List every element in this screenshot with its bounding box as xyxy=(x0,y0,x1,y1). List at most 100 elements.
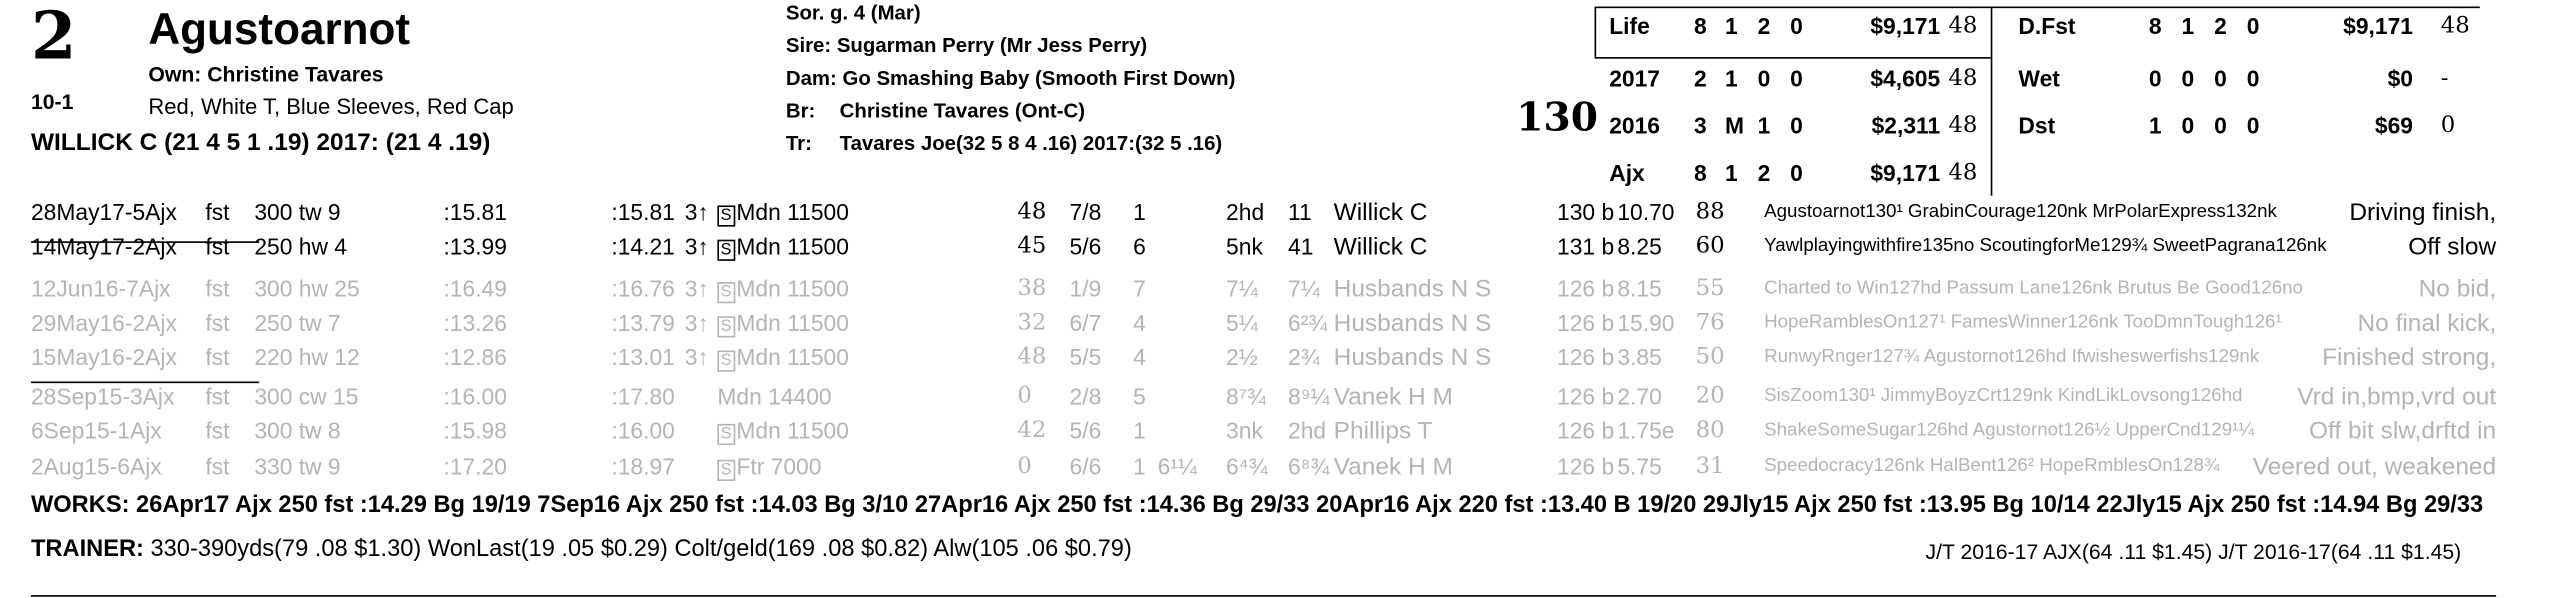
post-position: 5/6 xyxy=(1069,233,1102,260)
works-text: 26Apr17 Ajx 250 fst :14.29 Bg 19/19 7Sep… xyxy=(136,492,2484,519)
start-position: 1 xyxy=(1133,417,1146,444)
call-2: 7¼ xyxy=(1226,275,1258,302)
fraction-2: :18.97 xyxy=(611,453,675,480)
fraction-2: :16.00 xyxy=(611,417,675,444)
stat-starts: 2 xyxy=(1693,65,1707,92)
company-line: HopeRamblesOn127¹ FamesWinner126nk TooDm… xyxy=(1764,313,2282,333)
statebred-icon: S xyxy=(717,282,735,304)
odds: 15.90 xyxy=(1617,309,1675,336)
race-class-text: Mdn 11500 xyxy=(736,275,849,302)
trip-comment: Veered out, weakened xyxy=(2252,453,2497,481)
speed-figure: 0 xyxy=(1017,383,1032,410)
company-line: SisZoom130¹ JimmyBoyzCrt129nk KindLikLov… xyxy=(1764,386,2243,406)
speed-figure: 0 xyxy=(1017,453,1032,480)
call-2: 8⁷¾ xyxy=(1226,383,1267,410)
race-row: 14May17-2Ajx fst 250 hw 4:13.99:14.21 3↑ 45 5… xyxy=(0,233,2550,262)
race-class-text: Mdn 11500 xyxy=(736,417,849,444)
odds: 10.70 xyxy=(1617,198,1675,225)
fraction-1: :15.81 xyxy=(443,198,507,225)
sire: Sire: Sugarman Perry (Mr Jess Perry) xyxy=(785,34,1148,58)
stat-wins: M xyxy=(1724,112,1744,139)
bsf: 55 xyxy=(1695,275,1725,302)
start-position: 6 xyxy=(1133,233,1146,260)
speed-figure: 32 xyxy=(1017,309,1047,336)
stat-places: 0 xyxy=(1757,65,1771,92)
stat-wins: 1 xyxy=(1724,159,1738,186)
race-distance: 300 hw 25 xyxy=(254,275,360,302)
stat-starts: 0 xyxy=(2148,65,2162,92)
statebred-icon: S xyxy=(717,423,735,446)
finish-position: 2¾ xyxy=(1288,344,1320,371)
track-condition: fst xyxy=(205,233,230,260)
call-2: 2hd xyxy=(1226,198,1265,225)
stat-earnings: $2,311 xyxy=(1871,112,1941,139)
silks: Red, White T, Blue Sleeves, Red Cap xyxy=(148,94,514,120)
stat-speed: 48 xyxy=(1948,65,1978,92)
odds: 8.15 xyxy=(1617,275,1662,302)
program-number: 2 xyxy=(30,0,77,75)
race-row: 6Sep15-1Ajx fst 300 tw 8:15.98:16.00 42 5/6 1… xyxy=(0,417,2550,446)
finish-position: 8⁹¼ xyxy=(1288,383,1330,410)
fraction-1: :16.00 xyxy=(443,383,507,410)
weight-equipment: 126 b xyxy=(1557,383,1615,410)
bsf: 76 xyxy=(1695,309,1725,336)
race-jockey: Husbands N S xyxy=(1333,344,1492,372)
trip-comment: Off bit slw,drftd in xyxy=(2309,417,2497,446)
stat-places: 2 xyxy=(1757,13,1771,40)
speed-figure: 38 xyxy=(1017,275,1047,302)
call-2: 2½ xyxy=(1226,344,1258,371)
track-condition: fst xyxy=(205,344,230,371)
company-line: ShakeSomeSugar126hd Agustornot126½ Upper… xyxy=(1764,420,2255,441)
company-line: Charted to Win127hd Passum Lane126nk Bru… xyxy=(1764,278,2303,299)
stat-starts: 8 xyxy=(1693,13,1707,40)
race-distance: 330 tw 9 xyxy=(254,453,341,480)
race-class-text: Mdn 11500 xyxy=(736,344,849,371)
stat-wins: 1 xyxy=(1724,13,1738,40)
fraction-1: :17.20 xyxy=(443,453,507,480)
bsf: 88 xyxy=(1695,198,1725,225)
age-restriction: 3↑ xyxy=(684,344,709,371)
stat-speed: - xyxy=(2440,65,2449,92)
race-date: 15May16-2Ajx xyxy=(30,344,177,371)
stat-shows: 0 xyxy=(1790,112,1803,139)
finish-position: 7¼ xyxy=(1288,275,1320,302)
race-jockey: Willick C xyxy=(1333,198,1428,227)
stat-shows: 0 xyxy=(2246,112,2260,139)
statebred-icon: S xyxy=(717,239,735,261)
fraction-1: :15.98 xyxy=(443,417,507,444)
stat-wins: 0 xyxy=(2181,65,2195,92)
stat-label: Dst xyxy=(2018,112,2056,139)
weight-equipment: 126 b xyxy=(1557,417,1615,444)
fraction-1: :13.99 xyxy=(443,233,507,260)
track-condition: fst xyxy=(205,417,230,444)
race-date: 2Aug15-6Ajx xyxy=(30,453,162,480)
trip-comment: Off slow xyxy=(2408,233,2497,261)
finish-position: 41 xyxy=(1288,233,1314,260)
start-position: 1 xyxy=(1133,198,1146,225)
fraction-1: :16.49 xyxy=(443,275,507,302)
stat-shows: 0 xyxy=(1790,65,1803,92)
weight-equipment: 130 b xyxy=(1557,198,1615,225)
trip-comment: Driving finish, xyxy=(2349,198,2497,227)
statebred-icon: S xyxy=(717,350,735,372)
stat-shows: 0 xyxy=(1790,159,1803,186)
race-date: 12Jun16-7Ajx xyxy=(30,275,171,302)
stat-wins: 0 xyxy=(2181,112,2195,139)
stat-places: 0 xyxy=(2214,112,2227,139)
fraction-2: :13.79 xyxy=(611,309,675,336)
horse-name: Agustoarnot xyxy=(148,4,411,54)
race-row: 2Aug15-6Ajx fst 330 tw 9:17.20:18.97 0 6/6 1 6… xyxy=(0,453,2550,482)
fraction-2: :15.81 xyxy=(611,198,675,225)
morning-line-odds: 10-1 xyxy=(30,89,74,115)
company-line: Yawlplayingwithfire135no ScoutingforMe12… xyxy=(1764,236,2327,256)
call-2: 5nk xyxy=(1226,233,1263,260)
race-class-text: Mdn 11500 xyxy=(736,233,849,260)
stat-shows: 0 xyxy=(2246,65,2260,92)
stat-starts: 1 xyxy=(2148,112,2162,139)
speed-figure: 42 xyxy=(1017,417,1047,444)
speed-figure: 48 xyxy=(1017,344,1047,371)
trip-comment: No bid, xyxy=(2418,275,2497,304)
race-class: Mdn 14400 xyxy=(717,383,831,409)
stat-speed: 48 xyxy=(1948,112,1978,139)
track-condition: fst xyxy=(205,383,230,410)
